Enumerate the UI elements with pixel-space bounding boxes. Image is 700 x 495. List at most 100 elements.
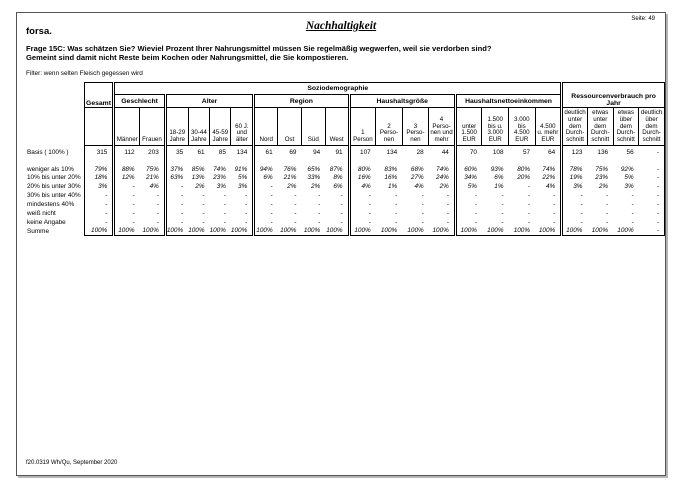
value-cell: 100%: [453, 226, 482, 236]
value-cell: -: [112, 217, 140, 227]
basis-cell: -: [638, 145, 665, 159]
value-cell: -: [245, 200, 248, 208]
value-cell: -: [553, 209, 556, 217]
column-header: Frauen: [139, 107, 166, 146]
row-label: mindestens 40%: [27, 200, 75, 208]
value-cell: -: [202, 200, 205, 208]
value-cell: 93%: [490, 165, 504, 173]
group-header-2: Alter: [163, 94, 255, 108]
value-cell: -: [395, 200, 398, 208]
table-container: Gesamt Soziodemographie Ressourcenverbrauc…: [25, 82, 665, 236]
value-cell: 100%: [402, 226, 429, 236]
value-cell: 100%: [535, 226, 562, 236]
value-cell: 1%: [387, 182, 398, 190]
column-header: 4.500 u. mehr EUR: [534, 107, 563, 146]
value-cell: 100%: [252, 226, 278, 236]
value-cell: 80%: [517, 165, 531, 173]
value-cell: -: [446, 191, 449, 199]
value-cell: 4%: [149, 182, 159, 190]
value-cell: -: [453, 208, 482, 218]
value-cell: -: [421, 200, 424, 208]
value-cell: 6%: [333, 182, 343, 190]
value-cell: 23%: [595, 173, 609, 181]
value-cell: -: [163, 190, 189, 200]
value-cell: 34%: [453, 172, 482, 182]
value-cell: -: [638, 172, 665, 182]
value-cell: -: [638, 226, 665, 236]
value-cell: -: [560, 199, 588, 209]
value-cell: -: [638, 181, 665, 191]
value-cell: -: [294, 200, 297, 208]
value-cell: -: [202, 218, 205, 226]
value-cell: 75%: [595, 165, 609, 173]
value-row: 30% bis unter 40% - - - - - - - - - - - - - - - - - - - - - - -: [25, 190, 665, 200]
value-row: mindestens 40% - - - - - - - - - - - - - - - - - - - - - - -: [25, 199, 665, 209]
value-cell: 23%: [213, 173, 226, 181]
value-cell: -: [318, 200, 321, 208]
value-cell: 18%: [83, 172, 114, 182]
basis-cell: 134: [386, 148, 398, 156]
value-cell: 100%: [112, 226, 140, 236]
value-cell: -: [112, 208, 140, 218]
row-label: weniger als 10%: [27, 165, 74, 173]
group-header-5: Haushaltsnettoeinkommen: [453, 94, 563, 108]
value-cell: 100%: [83, 226, 114, 236]
value-cell: -: [421, 209, 424, 217]
value-cell: -: [395, 191, 398, 199]
value-cell: -: [553, 200, 556, 208]
value-cell: -: [223, 191, 226, 199]
overall-subheader: [83, 107, 115, 146]
value-cell: -: [395, 218, 398, 226]
basis-cell: 44: [441, 148, 449, 156]
value-cell: -: [560, 190, 588, 200]
value-cell: 21%: [146, 173, 159, 181]
value-cell: -: [638, 190, 665, 200]
value-cell: -: [156, 218, 159, 226]
value-cell: 100%: [209, 226, 231, 236]
value-cell: -: [112, 190, 140, 200]
page-number: Seite: 49: [631, 16, 655, 22]
value-cell: -: [446, 200, 449, 208]
group-header-3: Region: [252, 94, 350, 108]
row-label: Basis ( 100% ): [27, 148, 69, 156]
value-cell: -: [202, 191, 205, 199]
value-cell: -: [112, 181, 140, 191]
value-cell: -: [453, 217, 482, 227]
overall-header: Gesamt: [83, 82, 115, 108]
value-cell: 3%: [216, 182, 226, 190]
value-cell: -: [252, 181, 278, 191]
basis-cell: 69: [289, 148, 297, 156]
value-cell: 85%: [191, 165, 205, 173]
value-row: weiß nicht - - - - - - - - - - - - - - - - - - - - - - -: [25, 208, 665, 218]
value-cell: -: [446, 209, 449, 217]
value-cell: 5%: [453, 181, 482, 191]
basis-cell: 64: [548, 148, 556, 156]
value-row: Summe 100% 100% 100% 100% 100% 100% 100% 100% 100…: [25, 226, 665, 236]
value-cell: 1%: [494, 182, 504, 190]
question-text: Frage 15C: Was schätzen Sie? Wieviel Pro…: [26, 44, 646, 62]
column-header: West: [324, 107, 350, 146]
value-cell: 100%: [163, 226, 189, 236]
column-header: unter 1.500 EUR: [453, 107, 483, 146]
value-cell: 21%: [283, 173, 297, 181]
row-label: weiß nicht: [27, 209, 56, 217]
value-cell: -: [83, 199, 114, 209]
column-header: 3 Perso- nen: [401, 107, 430, 146]
basis-cell: 61: [197, 148, 205, 156]
basis-cell: 108: [492, 148, 504, 156]
value-cell: 5%: [624, 173, 634, 181]
column-header: 3.000 bis 4.500 EUR: [508, 107, 536, 146]
value-cell: -: [252, 208, 278, 218]
value-cell: -: [340, 218, 343, 226]
value-cell: 100%: [139, 226, 166, 236]
value-cell: -: [631, 209, 634, 217]
value-cell: -: [318, 191, 321, 199]
value-cell: -: [527, 209, 531, 217]
value-cell: 100%: [188, 226, 210, 236]
value-cell: -: [560, 208, 588, 218]
value-cell: 6%: [494, 173, 504, 181]
group-header-1: Geschlecht: [112, 94, 166, 108]
value-row: 20% bis unter 30% 3% -4% -2% 3% 3% -2% 2% 6% 4% 1%…: [25, 181, 665, 191]
value-cell: -: [501, 200, 504, 208]
column-header: 60 J. und älter: [230, 107, 255, 146]
